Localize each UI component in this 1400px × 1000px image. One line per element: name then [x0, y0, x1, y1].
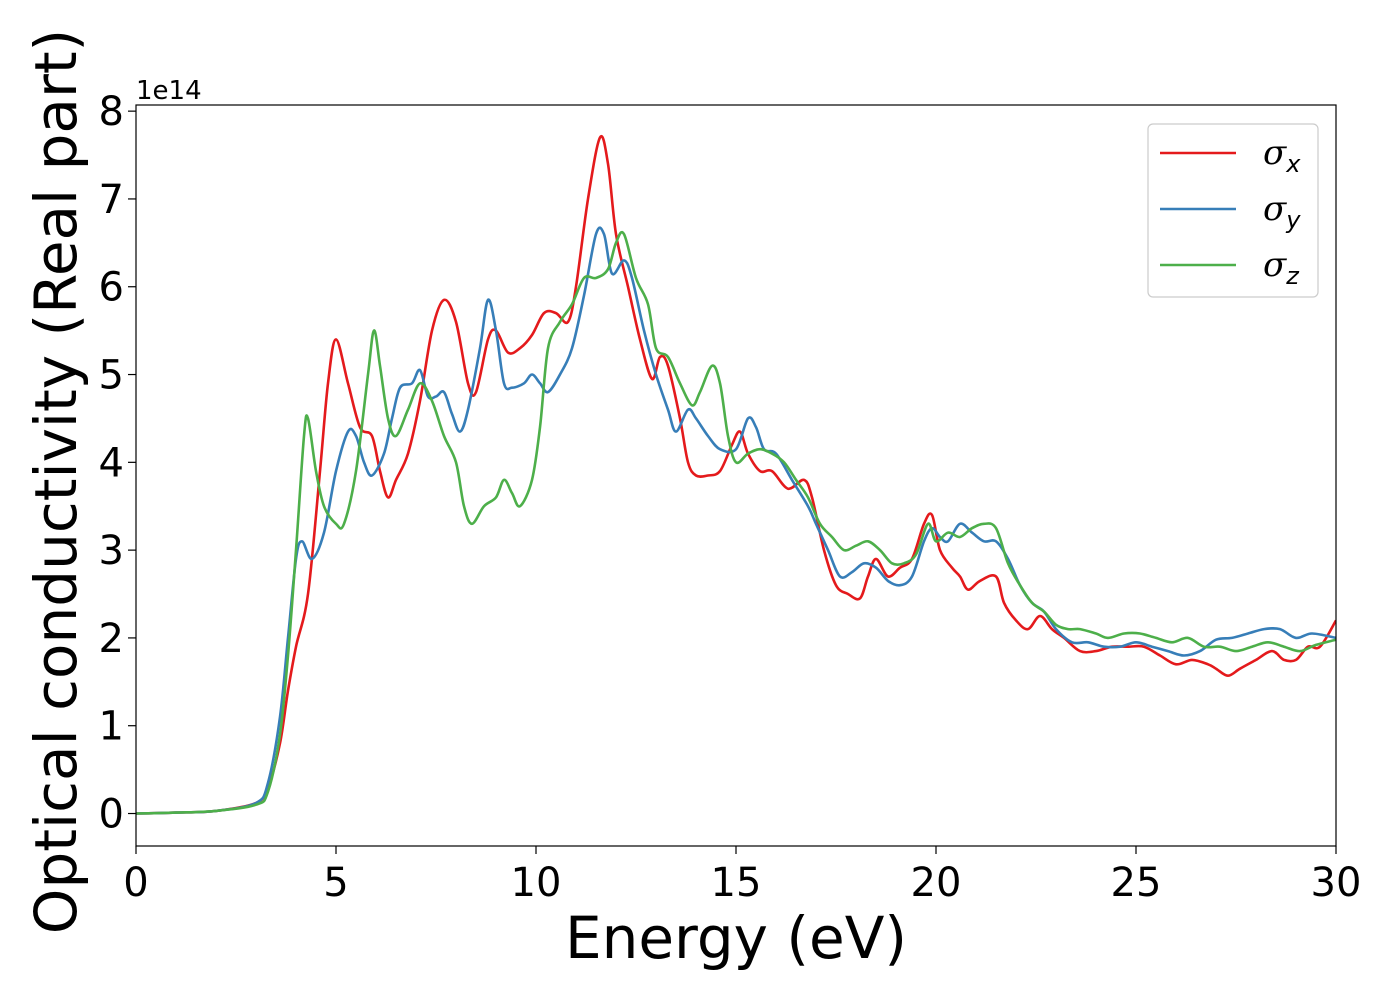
plot-lines — [136, 134, 1336, 815]
x-tick-label: 25 — [1111, 860, 1162, 906]
x-tick-label: 0 — [123, 860, 148, 906]
y-tick-label: 8 — [99, 89, 124, 135]
legend-entry: σz — [1263, 245, 1300, 290]
x-tick-label: 10 — [511, 860, 562, 906]
y-tick-label: 7 — [99, 177, 124, 223]
legend-box — [1147, 123, 1319, 298]
series-line-z — [136, 230, 1336, 815]
x-axis-label: Energy (eV) — [565, 904, 907, 972]
y-tick-label: 0 — [99, 792, 124, 838]
y-tick-label: 2 — [99, 616, 124, 662]
x-tick-label: 20 — [911, 860, 962, 906]
x-tick-label: 5 — [323, 860, 348, 906]
y-axis-label: Optical conductivity (Real part) — [22, 29, 90, 934]
x-tick-label: 15 — [711, 860, 762, 906]
legend: σx σy σz — [1147, 123, 1319, 298]
y-axis: 0 1 2 3 4 5 6 7 8 — [99, 89, 136, 838]
series-line-y — [136, 226, 1336, 815]
y-tick-label: 4 — [99, 440, 124, 486]
y-tick-label: 3 — [99, 528, 124, 574]
y-tick-label: 6 — [99, 265, 124, 311]
y-tick-label: 5 — [99, 353, 124, 399]
legend-entry: σx — [1263, 133, 1301, 178]
x-tick-label: 30 — [1311, 860, 1362, 906]
legend-entry: σy — [1263, 189, 1301, 234]
x-axis: 0 5 10 15 20 25 30 — [123, 846, 1361, 906]
y-tick-label: 1 — [99, 704, 124, 750]
y-offset-text: 1e14 — [136, 76, 202, 106]
